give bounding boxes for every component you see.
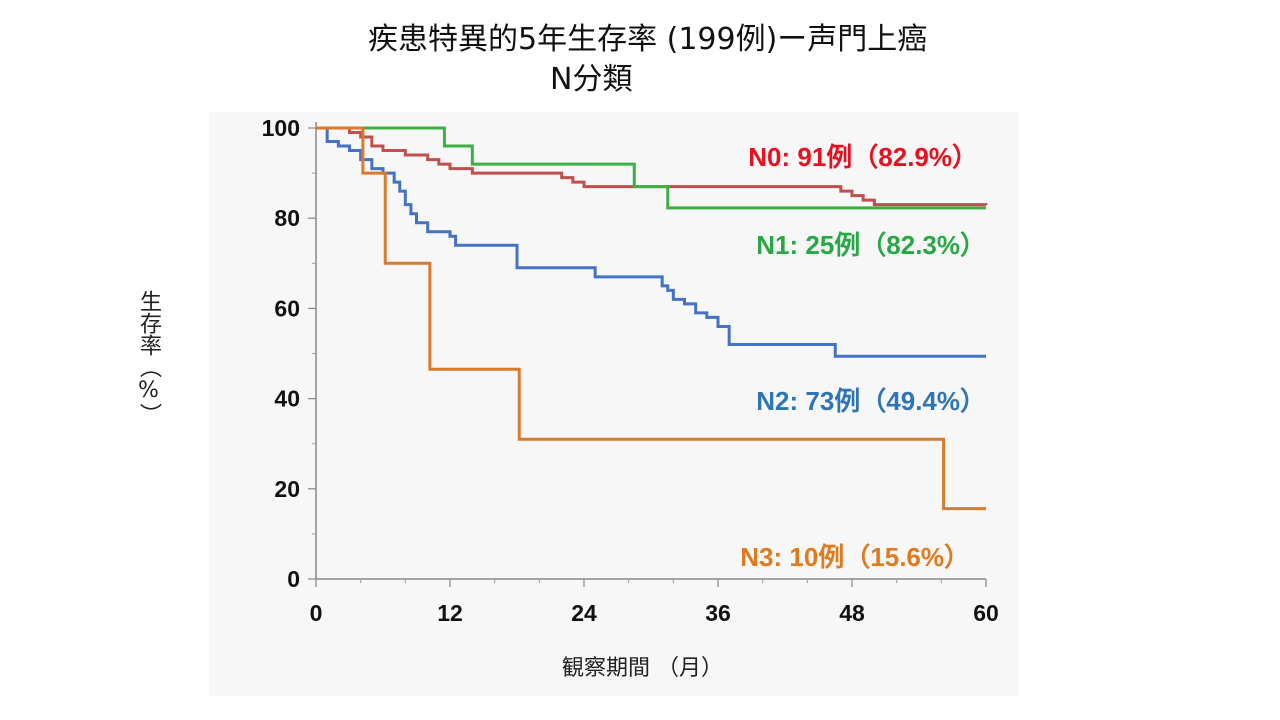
x-tick-label: 0 (310, 600, 323, 626)
x-tick-label: 24 (571, 600, 597, 626)
series-label-n3: N3: 10例（15.6%） (740, 542, 970, 572)
y-tick-label: 40 (274, 386, 300, 412)
y-tick-label: 60 (274, 295, 300, 321)
chart-panel (209, 112, 1019, 696)
y-tick-label: 80 (274, 205, 300, 231)
x-tick-label: 60 (973, 600, 999, 626)
survival-curve-n1 (316, 126, 986, 210)
y-tick-label: 100 (262, 115, 300, 141)
series-label-n0: N0: 91例（82.9%） (748, 142, 978, 172)
y-tick-label: 20 (274, 476, 300, 502)
y-tick-label: 0 (287, 566, 300, 592)
x-axis-label: 観察期間 （月） (562, 656, 723, 681)
chart-title: 疾患特異的5年生存率 (199例)ー声門上癌 (368, 22, 928, 57)
survival-curve-n3 (316, 126, 986, 511)
y-axis-label: 生存率（%） (136, 290, 161, 425)
survival-curve-n0 (316, 126, 988, 207)
series-label-n2: N2: 73例（49.4%） (756, 386, 986, 416)
chart-subtitle: N分類 (550, 62, 633, 97)
x-tick-label: 36 (705, 600, 731, 626)
x-tick-label: 48 (839, 600, 865, 626)
survival-curve-n2 (316, 126, 986, 358)
series-label-n1: N1: 25例（82.3%） (756, 230, 986, 260)
x-tick-label: 12 (437, 600, 463, 626)
